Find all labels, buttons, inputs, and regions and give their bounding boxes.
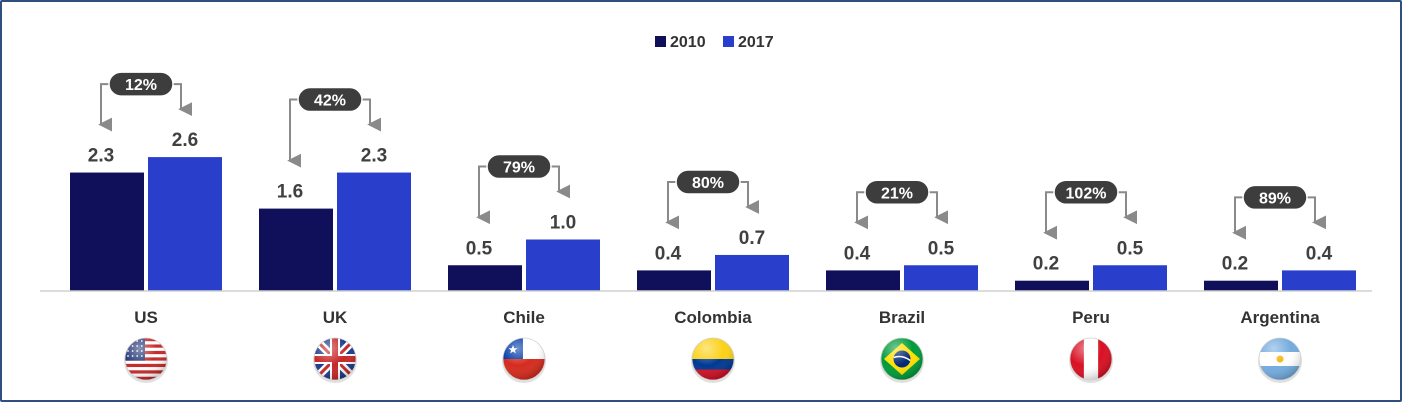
x-tick-label-brazil: Brazil: [879, 308, 925, 327]
growth-label-peru: 102%: [1066, 185, 1107, 202]
growth-badge-argentina: [1242, 184, 1308, 211]
bar-peru-2010: [1015, 280, 1089, 291]
growth-label-us: 12%: [125, 77, 157, 94]
growth-badge-uk: [297, 86, 363, 113]
data-label-brazil-2010: 0.4: [844, 243, 871, 264]
data-label-chile-2010: 0.5: [466, 238, 493, 259]
bar-brazil-2010: [826, 270, 900, 291]
data-label-peru-2010: 0.2: [1033, 254, 1059, 275]
bar-us-2010: [70, 172, 144, 291]
growth-label-argentina: 89%: [1259, 190, 1291, 207]
bar-argentina-2017: [1282, 270, 1356, 291]
uk-flag-icon: [313, 337, 357, 383]
bar-uk-2010: [259, 208, 333, 291]
data-label-argentina-2010: 0.2: [1222, 254, 1248, 275]
colombia-flag-icon: [691, 337, 735, 383]
growth-label-chile: 79%: [503, 160, 535, 177]
x-tick-label-colombia: Colombia: [674, 308, 752, 327]
argentina-flag-icon: [1258, 337, 1302, 383]
growth-label-brazil: 21%: [881, 185, 913, 202]
data-label-peru-2017: 0.5: [1117, 238, 1144, 259]
data-label-us-2017: 2.6: [172, 130, 198, 151]
data-label-colombia-2010: 0.4: [655, 243, 682, 264]
x-tick-label-uk: UK: [323, 308, 348, 327]
data-label-colombia-2017: 0.7: [739, 228, 765, 249]
peru-flag-icon: [1069, 337, 1113, 383]
legend-label-2017: 2017: [738, 34, 774, 51]
bar-us-2017: [148, 157, 222, 291]
data-label-uk-2017: 2.3: [361, 146, 387, 167]
growth-label-colombia: 80%: [692, 175, 724, 192]
legend: 2010 2017: [655, 34, 774, 51]
brazil-flag-icon: [880, 337, 924, 383]
bar-chile-2017: [526, 239, 600, 291]
x-tick-label-chile: Chile: [503, 308, 545, 327]
bar-chile-2010: [448, 265, 522, 291]
data-label-uk-2010: 1.6: [277, 182, 303, 203]
data-label-brazil-2017: 0.5: [928, 238, 955, 259]
data-label-chile-2017: 1.0: [550, 213, 576, 234]
growth-badge-colombia: [675, 169, 741, 195]
growth-badge-chile: [486, 153, 552, 180]
bar-peru-2017: [1093, 265, 1167, 291]
legend-label-2010: 2010: [670, 34, 706, 51]
x-tick-label-peru: Peru: [1072, 308, 1110, 327]
chile-flag-icon: [502, 337, 546, 383]
x-tick-label-us: US: [134, 308, 158, 327]
growth-badge-peru: [1053, 179, 1119, 205]
bar-brazil-2017: [904, 265, 978, 291]
bar-argentina-2010: [1204, 280, 1278, 291]
us-flag-icon: [124, 337, 168, 383]
growth-label-uk: 42%: [314, 93, 346, 110]
growth-badge-us: [108, 71, 174, 97]
bar-colombia-2010: [637, 270, 711, 291]
x-tick-label-argentina: Argentina: [1240, 308, 1320, 327]
bar-uk-2017: [337, 172, 411, 291]
legend-swatch-2017: [723, 36, 734, 47]
data-label-argentina-2017: 0.4: [1306, 243, 1333, 264]
growth-badge-brazil: [864, 179, 930, 205]
bar-colombia-2017: [715, 254, 789, 291]
legend-swatch-2010: [655, 36, 666, 47]
data-label-us-2010: 2.3: [88, 146, 114, 167]
